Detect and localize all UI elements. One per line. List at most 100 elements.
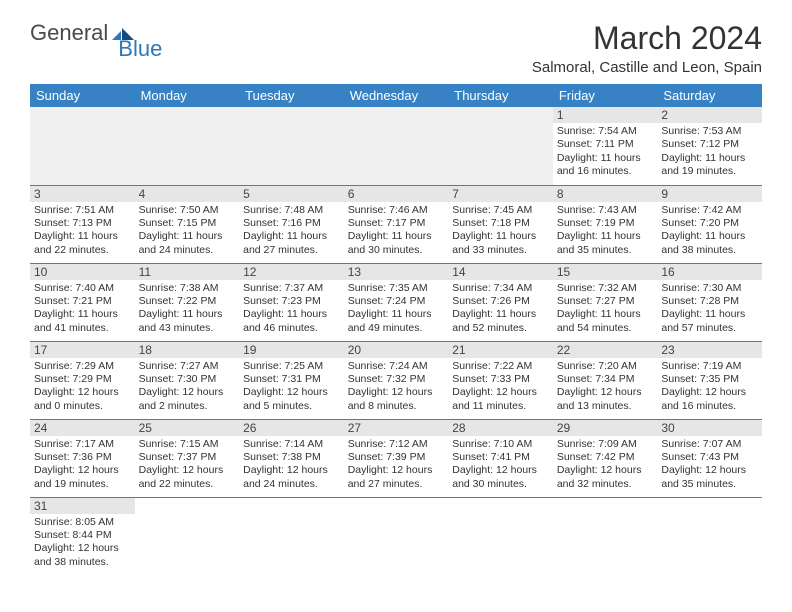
page-title: March 2024: [532, 20, 762, 57]
calendar-cell: 24Sunrise: 7:17 AMSunset: 7:36 PMDayligh…: [30, 419, 135, 497]
calendar-cell: 15Sunrise: 7:32 AMSunset: 7:27 PMDayligh…: [553, 263, 658, 341]
calendar-cell: [344, 497, 449, 575]
day-number: 27: [344, 420, 449, 436]
calendar-cell: [135, 107, 240, 185]
sunset-text: Sunset: 7:30 PM: [139, 373, 236, 386]
sunrise-text: Sunrise: 7:43 AM: [557, 204, 654, 217]
sunrise-text: Sunrise: 7:50 AM: [139, 204, 236, 217]
day-header: Sunday: [30, 84, 135, 107]
daylight-text: Daylight: 12 hours and 24 minutes.: [243, 464, 340, 491]
location-subtitle: Salmoral, Castille and Leon, Spain: [532, 59, 762, 76]
calendar-cell: 18Sunrise: 7:27 AMSunset: 7:30 PMDayligh…: [135, 341, 240, 419]
calendar-cell: [657, 497, 762, 575]
calendar-cell: 1Sunrise: 7:54 AMSunset: 7:11 PMDaylight…: [553, 107, 658, 185]
sunset-text: Sunset: 7:12 PM: [661, 138, 758, 151]
day-details: Sunrise: 7:29 AMSunset: 7:29 PMDaylight:…: [30, 358, 135, 417]
sunrise-text: Sunrise: 7:32 AM: [557, 282, 654, 295]
day-details: Sunrise: 7:48 AMSunset: 7:16 PMDaylight:…: [239, 202, 344, 261]
day-number: 14: [448, 264, 553, 280]
sunset-text: Sunset: 7:18 PM: [452, 217, 549, 230]
calendar-cell: 22Sunrise: 7:20 AMSunset: 7:34 PMDayligh…: [553, 341, 658, 419]
day-number: 17: [30, 342, 135, 358]
day-details: Sunrise: 7:51 AMSunset: 7:13 PMDaylight:…: [30, 202, 135, 261]
day-details: Sunrise: 7:07 AMSunset: 7:43 PMDaylight:…: [657, 436, 762, 495]
day-header: Tuesday: [239, 84, 344, 107]
daylight-text: Daylight: 11 hours and 24 minutes.: [139, 230, 236, 257]
calendar-cell: 17Sunrise: 7:29 AMSunset: 7:29 PMDayligh…: [30, 341, 135, 419]
sunrise-text: Sunrise: 7:27 AM: [139, 360, 236, 373]
sunset-text: Sunset: 7:27 PM: [557, 295, 654, 308]
calendar-cell: 19Sunrise: 7:25 AMSunset: 7:31 PMDayligh…: [239, 341, 344, 419]
sunset-text: Sunset: 7:22 PM: [139, 295, 236, 308]
day-number: 21: [448, 342, 553, 358]
calendar-cell: 23Sunrise: 7:19 AMSunset: 7:35 PMDayligh…: [657, 341, 762, 419]
sunrise-text: Sunrise: 7:30 AM: [661, 282, 758, 295]
sunset-text: Sunset: 7:33 PM: [452, 373, 549, 386]
calendar-cell: 20Sunrise: 7:24 AMSunset: 7:32 PMDayligh…: [344, 341, 449, 419]
daylight-text: Daylight: 12 hours and 19 minutes.: [34, 464, 131, 491]
sunrise-text: Sunrise: 7:37 AM: [243, 282, 340, 295]
sunrise-text: Sunrise: 7:15 AM: [139, 438, 236, 451]
calendar-cell: [344, 107, 449, 185]
day-number: 5: [239, 186, 344, 202]
sunrise-text: Sunrise: 7:10 AM: [452, 438, 549, 451]
daylight-text: Daylight: 11 hours and 41 minutes.: [34, 308, 131, 335]
day-header: Saturday: [657, 84, 762, 107]
calendar-cell: 28Sunrise: 7:10 AMSunset: 7:41 PMDayligh…: [448, 419, 553, 497]
day-number: 8: [553, 186, 658, 202]
day-number: 4: [135, 186, 240, 202]
calendar-table: SundayMondayTuesdayWednesdayThursdayFrid…: [30, 84, 762, 575]
day-header: Monday: [135, 84, 240, 107]
sunset-text: Sunset: 7:37 PM: [139, 451, 236, 464]
day-number: 22: [553, 342, 658, 358]
sunset-text: Sunset: 7:15 PM: [139, 217, 236, 230]
day-details: Sunrise: 7:42 AMSunset: 7:20 PMDaylight:…: [657, 202, 762, 261]
sunset-text: Sunset: 7:32 PM: [348, 373, 445, 386]
day-number: 19: [239, 342, 344, 358]
sunset-text: Sunset: 7:11 PM: [557, 138, 654, 151]
calendar-cell: 29Sunrise: 7:09 AMSunset: 7:42 PMDayligh…: [553, 419, 658, 497]
calendar-cell: 2Sunrise: 7:53 AMSunset: 7:12 PMDaylight…: [657, 107, 762, 185]
daylight-text: Daylight: 11 hours and 27 minutes.: [243, 230, 340, 257]
sunset-text: Sunset: 8:44 PM: [34, 529, 131, 542]
day-details: Sunrise: 7:14 AMSunset: 7:38 PMDaylight:…: [239, 436, 344, 495]
day-details: Sunrise: 7:10 AMSunset: 7:41 PMDaylight:…: [448, 436, 553, 495]
daylight-text: Daylight: 11 hours and 38 minutes.: [661, 230, 758, 257]
sunrise-text: Sunrise: 7:42 AM: [661, 204, 758, 217]
sunrise-text: Sunrise: 7:25 AM: [243, 360, 340, 373]
day-header: Wednesday: [344, 84, 449, 107]
day-details: Sunrise: 7:32 AMSunset: 7:27 PMDaylight:…: [553, 280, 658, 339]
sunrise-text: Sunrise: 7:34 AM: [452, 282, 549, 295]
daylight-text: Daylight: 12 hours and 5 minutes.: [243, 386, 340, 413]
day-number: 16: [657, 264, 762, 280]
daylight-text: Daylight: 11 hours and 43 minutes.: [139, 308, 236, 335]
day-details: Sunrise: 7:35 AMSunset: 7:24 PMDaylight:…: [344, 280, 449, 339]
logo-text-blue: Blue: [118, 36, 162, 62]
day-details: Sunrise: 7:27 AMSunset: 7:30 PMDaylight:…: [135, 358, 240, 417]
day-details: Sunrise: 7:34 AMSunset: 7:26 PMDaylight:…: [448, 280, 553, 339]
calendar-cell: [30, 107, 135, 185]
day-details: Sunrise: 7:19 AMSunset: 7:35 PMDaylight:…: [657, 358, 762, 417]
calendar-cell: [553, 497, 658, 575]
calendar-cell: 30Sunrise: 7:07 AMSunset: 7:43 PMDayligh…: [657, 419, 762, 497]
day-number: 13: [344, 264, 449, 280]
calendar-cell: 11Sunrise: 7:38 AMSunset: 7:22 PMDayligh…: [135, 263, 240, 341]
day-number: 12: [239, 264, 344, 280]
sunset-text: Sunset: 7:36 PM: [34, 451, 131, 464]
day-details: Sunrise: 7:20 AMSunset: 7:34 PMDaylight:…: [553, 358, 658, 417]
sunset-text: Sunset: 7:13 PM: [34, 217, 131, 230]
day-details: Sunrise: 7:09 AMSunset: 7:42 PMDaylight:…: [553, 436, 658, 495]
sunrise-text: Sunrise: 7:24 AM: [348, 360, 445, 373]
calendar-cell: 21Sunrise: 7:22 AMSunset: 7:33 PMDayligh…: [448, 341, 553, 419]
daylight-text: Daylight: 11 hours and 22 minutes.: [34, 230, 131, 257]
logo: General Blue: [30, 20, 162, 46]
sunset-text: Sunset: 7:24 PM: [348, 295, 445, 308]
sunrise-text: Sunrise: 7:51 AM: [34, 204, 131, 217]
daylight-text: Daylight: 12 hours and 8 minutes.: [348, 386, 445, 413]
sunset-text: Sunset: 7:35 PM: [661, 373, 758, 386]
calendar-cell: 13Sunrise: 7:35 AMSunset: 7:24 PMDayligh…: [344, 263, 449, 341]
day-details: Sunrise: 7:37 AMSunset: 7:23 PMDaylight:…: [239, 280, 344, 339]
sunset-text: Sunset: 7:21 PM: [34, 295, 131, 308]
day-details: Sunrise: 7:46 AMSunset: 7:17 PMDaylight:…: [344, 202, 449, 261]
sunrise-text: Sunrise: 7:14 AM: [243, 438, 340, 451]
